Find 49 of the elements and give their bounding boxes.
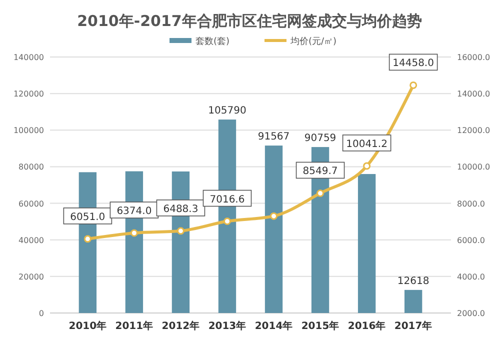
- x-tick-label: 2012年: [162, 320, 200, 332]
- y-tick-label: 120000: [13, 90, 44, 99]
- x-tick-label: 2017年: [394, 320, 432, 332]
- point: [130, 229, 138, 237]
- data-label: 6051.0: [70, 212, 106, 223]
- y-tick-label: 140000: [13, 53, 44, 62]
- data-label: 6374.0: [116, 206, 152, 218]
- point: [363, 162, 371, 170]
- legend-label: 均价(元/㎡): [290, 36, 337, 47]
- y2-tick-label: 4000.0: [457, 272, 485, 282]
- y-tick-label: 40000: [18, 236, 44, 245]
- y2-tick-label: 6000.0: [457, 236, 485, 245]
- x-tick-label: 2011年: [115, 320, 154, 332]
- y-tick-label: 0: [38, 309, 44, 318]
- y-tick-label: 100000: [13, 126, 44, 136]
- y-tick-label: 60000: [18, 199, 44, 208]
- point: [316, 189, 324, 197]
- x-tick-label: 2013年: [208, 320, 246, 332]
- bar: [404, 290, 422, 313]
- x-tick-label: 2014年: [254, 320, 293, 332]
- point: [223, 218, 231, 226]
- data-label: 12618: [397, 276, 430, 287]
- data-label: 90759: [304, 133, 336, 144]
- y-tick-label: 20000: [18, 272, 44, 282]
- point: [410, 81, 418, 89]
- data-label: 6488.3: [163, 204, 198, 215]
- bar: [264, 146, 283, 313]
- data-label: 105790: [208, 106, 246, 117]
- chart-title: 2010年-2017年合肥市区住宅网签成交与均价趋势: [77, 12, 422, 30]
- data-label: 14458.0: [392, 58, 434, 70]
- y-tick-label: 80000: [18, 162, 44, 172]
- point: [176, 227, 184, 235]
- data-label: 7016.6: [210, 194, 245, 206]
- y2-tick-label: 12000.0: [457, 126, 490, 136]
- x-tick-label: 2015年: [301, 320, 340, 332]
- data-label: 10041.2: [346, 138, 388, 150]
- y2-tick-label: 2000.0: [457, 309, 485, 318]
- y2-tick-label: 14000.0: [457, 90, 490, 99]
- point: [270, 212, 278, 220]
- y2-tick-label: 8000.0: [457, 199, 485, 208]
- y2-tick-label: 16000.0: [457, 53, 490, 62]
- bar: [358, 174, 376, 313]
- x-tick-label: 2010年: [68, 320, 107, 332]
- point: [84, 235, 92, 243]
- data-label: 91567: [258, 132, 290, 143]
- data-label: 8549.7: [302, 166, 338, 178]
- legend-label: 套数(套): [196, 36, 230, 47]
- y2-tick-label: 10000.0: [457, 162, 490, 172]
- x-tick-label: 2016年: [348, 320, 386, 332]
